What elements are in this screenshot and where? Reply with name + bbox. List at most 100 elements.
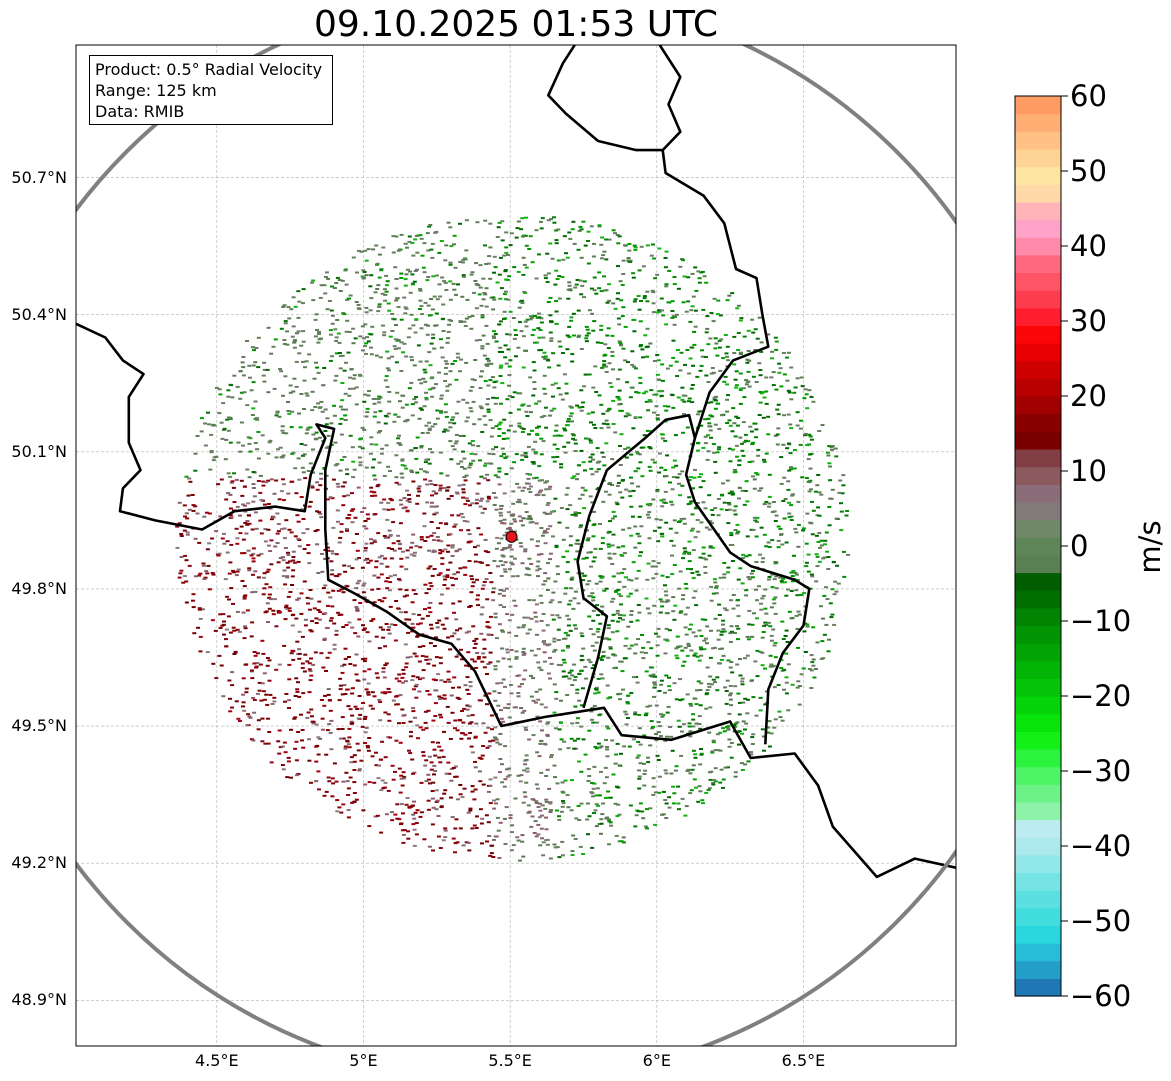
velocity-bin — [610, 484, 615, 486]
velocity-bin — [235, 610, 240, 613]
velocity-bin — [377, 253, 382, 256]
velocity-bin — [432, 645, 437, 647]
velocity-bin — [424, 396, 429, 399]
velocity-bin — [314, 361, 318, 364]
velocity-bin — [727, 447, 732, 450]
velocity-bin — [321, 384, 326, 387]
velocity-bin — [474, 502, 479, 505]
velocity-bin — [399, 318, 404, 321]
velocity-bin — [676, 802, 681, 805]
velocity-bin — [796, 545, 801, 548]
velocity-bin — [663, 652, 668, 655]
velocity-bin — [502, 254, 507, 257]
velocity-bin — [436, 673, 441, 676]
velocity-bin — [482, 354, 487, 357]
velocity-bin — [716, 498, 721, 500]
velocity-bin — [368, 704, 373, 707]
velocity-bin — [715, 451, 720, 454]
velocity-bin — [506, 511, 511, 514]
velocity-bin — [804, 565, 809, 568]
velocity-bin — [281, 575, 286, 578]
velocity-bin — [187, 508, 192, 511]
velocity-bin — [438, 761, 443, 764]
velocity-bin — [804, 542, 809, 545]
velocity-bin — [483, 423, 488, 426]
velocity-bin — [647, 511, 652, 514]
velocity-bin — [319, 477, 324, 480]
velocity-bin — [813, 490, 818, 493]
velocity-bin — [422, 512, 427, 515]
velocity-bin — [403, 278, 408, 281]
velocity-bin — [326, 776, 331, 779]
velocity-bin — [219, 664, 224, 667]
velocity-bin — [656, 731, 661, 734]
velocity-bin — [231, 602, 235, 605]
velocity-bin — [693, 266, 698, 269]
velocity-bin — [276, 610, 281, 612]
velocity-bin — [744, 589, 749, 592]
velocity-bin — [395, 391, 400, 394]
velocity-bin — [610, 544, 615, 547]
velocity-bin — [719, 658, 724, 661]
velocity-bin — [627, 249, 632, 252]
velocity-bin — [354, 587, 359, 590]
velocity-bin — [591, 596, 596, 599]
velocity-bin — [253, 511, 258, 514]
velocity-bin — [618, 614, 623, 616]
velocity-bin — [503, 270, 508, 273]
velocity-bin — [614, 753, 619, 756]
velocity-bin — [507, 365, 512, 368]
velocity-bin — [718, 314, 723, 317]
velocity-bin — [385, 350, 390, 353]
velocity-bin — [433, 770, 438, 772]
velocity-bin — [450, 635, 455, 638]
velocity-bin — [419, 811, 424, 814]
velocity-bin — [607, 820, 612, 823]
velocity-bin — [268, 507, 273, 510]
velocity-bin — [390, 764, 395, 767]
velocity-bin — [657, 690, 662, 692]
velocity-bin — [430, 395, 435, 398]
velocity-bin — [632, 244, 637, 247]
velocity-bin — [735, 625, 739, 628]
velocity-bin — [322, 704, 327, 707]
velocity-bin — [379, 501, 384, 504]
velocity-bin — [463, 573, 468, 576]
velocity-bin — [715, 689, 720, 692]
velocity-bin — [546, 502, 551, 504]
velocity-bin — [299, 496, 304, 498]
velocity-bin — [386, 357, 391, 360]
velocity-bin — [468, 605, 473, 607]
velocity-bin — [430, 797, 435, 800]
velocity-bin — [367, 737, 372, 739]
velocity-bin — [486, 495, 491, 498]
velocity-bin — [522, 263, 527, 266]
velocity-bin — [357, 769, 362, 772]
velocity-bin — [534, 620, 539, 623]
velocity-bin — [552, 764, 557, 767]
velocity-bin — [246, 713, 250, 716]
velocity-bin — [397, 673, 402, 676]
velocity-bin — [655, 644, 660, 647]
velocity-bin — [365, 744, 370, 747]
velocity-bin — [623, 415, 628, 418]
velocity-bin — [396, 249, 401, 252]
velocity-bin — [592, 705, 597, 707]
velocity-bin — [412, 800, 416, 803]
velocity-bin — [532, 381, 537, 384]
velocity-bin — [282, 339, 287, 341]
velocity-bin — [532, 314, 537, 317]
velocity-bin — [498, 507, 503, 510]
velocity-bin — [193, 469, 198, 472]
velocity-bin — [376, 576, 381, 579]
velocity-bin — [507, 716, 512, 719]
velocity-bin — [736, 530, 741, 533]
velocity-bin — [439, 472, 444, 475]
velocity-bin — [473, 788, 478, 791]
velocity-bin — [537, 316, 542, 319]
velocity-bin — [372, 491, 377, 494]
velocity-bin — [467, 504, 472, 507]
velocity-bin — [564, 587, 569, 590]
velocity-bin — [177, 576, 182, 579]
velocity-bin — [448, 226, 453, 229]
